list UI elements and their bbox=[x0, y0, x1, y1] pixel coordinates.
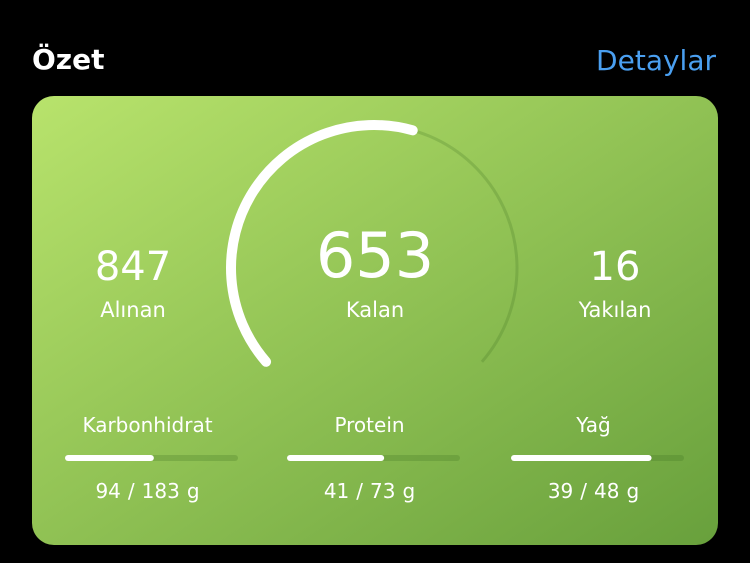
section-title: Özet bbox=[32, 42, 104, 76]
macro-goal: 73 bbox=[370, 479, 395, 503]
macro-fill bbox=[287, 455, 385, 461]
macro-separator: / bbox=[356, 479, 363, 503]
macro-fill bbox=[511, 455, 652, 461]
macro-name: Karbonhidrat bbox=[82, 413, 212, 437]
gauge-progress bbox=[226, 120, 418, 367]
macro-unit: g bbox=[402, 479, 415, 503]
macro-goal: 183 bbox=[142, 479, 180, 503]
eaten-label: Alınan bbox=[100, 298, 166, 322]
macro-name: Yağ bbox=[575, 413, 610, 437]
calorie-gauge bbox=[226, 120, 519, 367]
macro-amount: 41 / 73 g bbox=[324, 479, 415, 503]
macro-separator: / bbox=[128, 479, 135, 503]
macro-unit: g bbox=[187, 479, 200, 503]
details-link[interactable]: Detaylar bbox=[596, 44, 716, 77]
summary-card bbox=[32, 96, 718, 545]
burned-value: 16 bbox=[590, 244, 641, 290]
remaining-label: Kalan bbox=[346, 298, 404, 322]
macro-name: Protein bbox=[334, 413, 404, 437]
macro-unit: g bbox=[626, 479, 639, 503]
remaining-value: 653 bbox=[316, 219, 434, 292]
macro-goal: 48 bbox=[594, 479, 619, 503]
macro-consumed: 94 bbox=[95, 479, 120, 503]
burned-label: Yakılan bbox=[578, 298, 652, 322]
macro-amount: 39 / 48 g bbox=[548, 479, 639, 503]
macro-separator: / bbox=[580, 479, 587, 503]
macro-consumed: 41 bbox=[324, 479, 349, 503]
macro-amount: 94 / 183 g bbox=[95, 479, 199, 503]
macro-consumed: 39 bbox=[548, 479, 573, 503]
macro-fill bbox=[65, 455, 154, 461]
macros: Karbonhidrat 94 / 183 g Protein 41 / 73 g Yağ 39 / 48… bbox=[65, 413, 684, 503]
eaten-value: 847 bbox=[95, 244, 171, 290]
